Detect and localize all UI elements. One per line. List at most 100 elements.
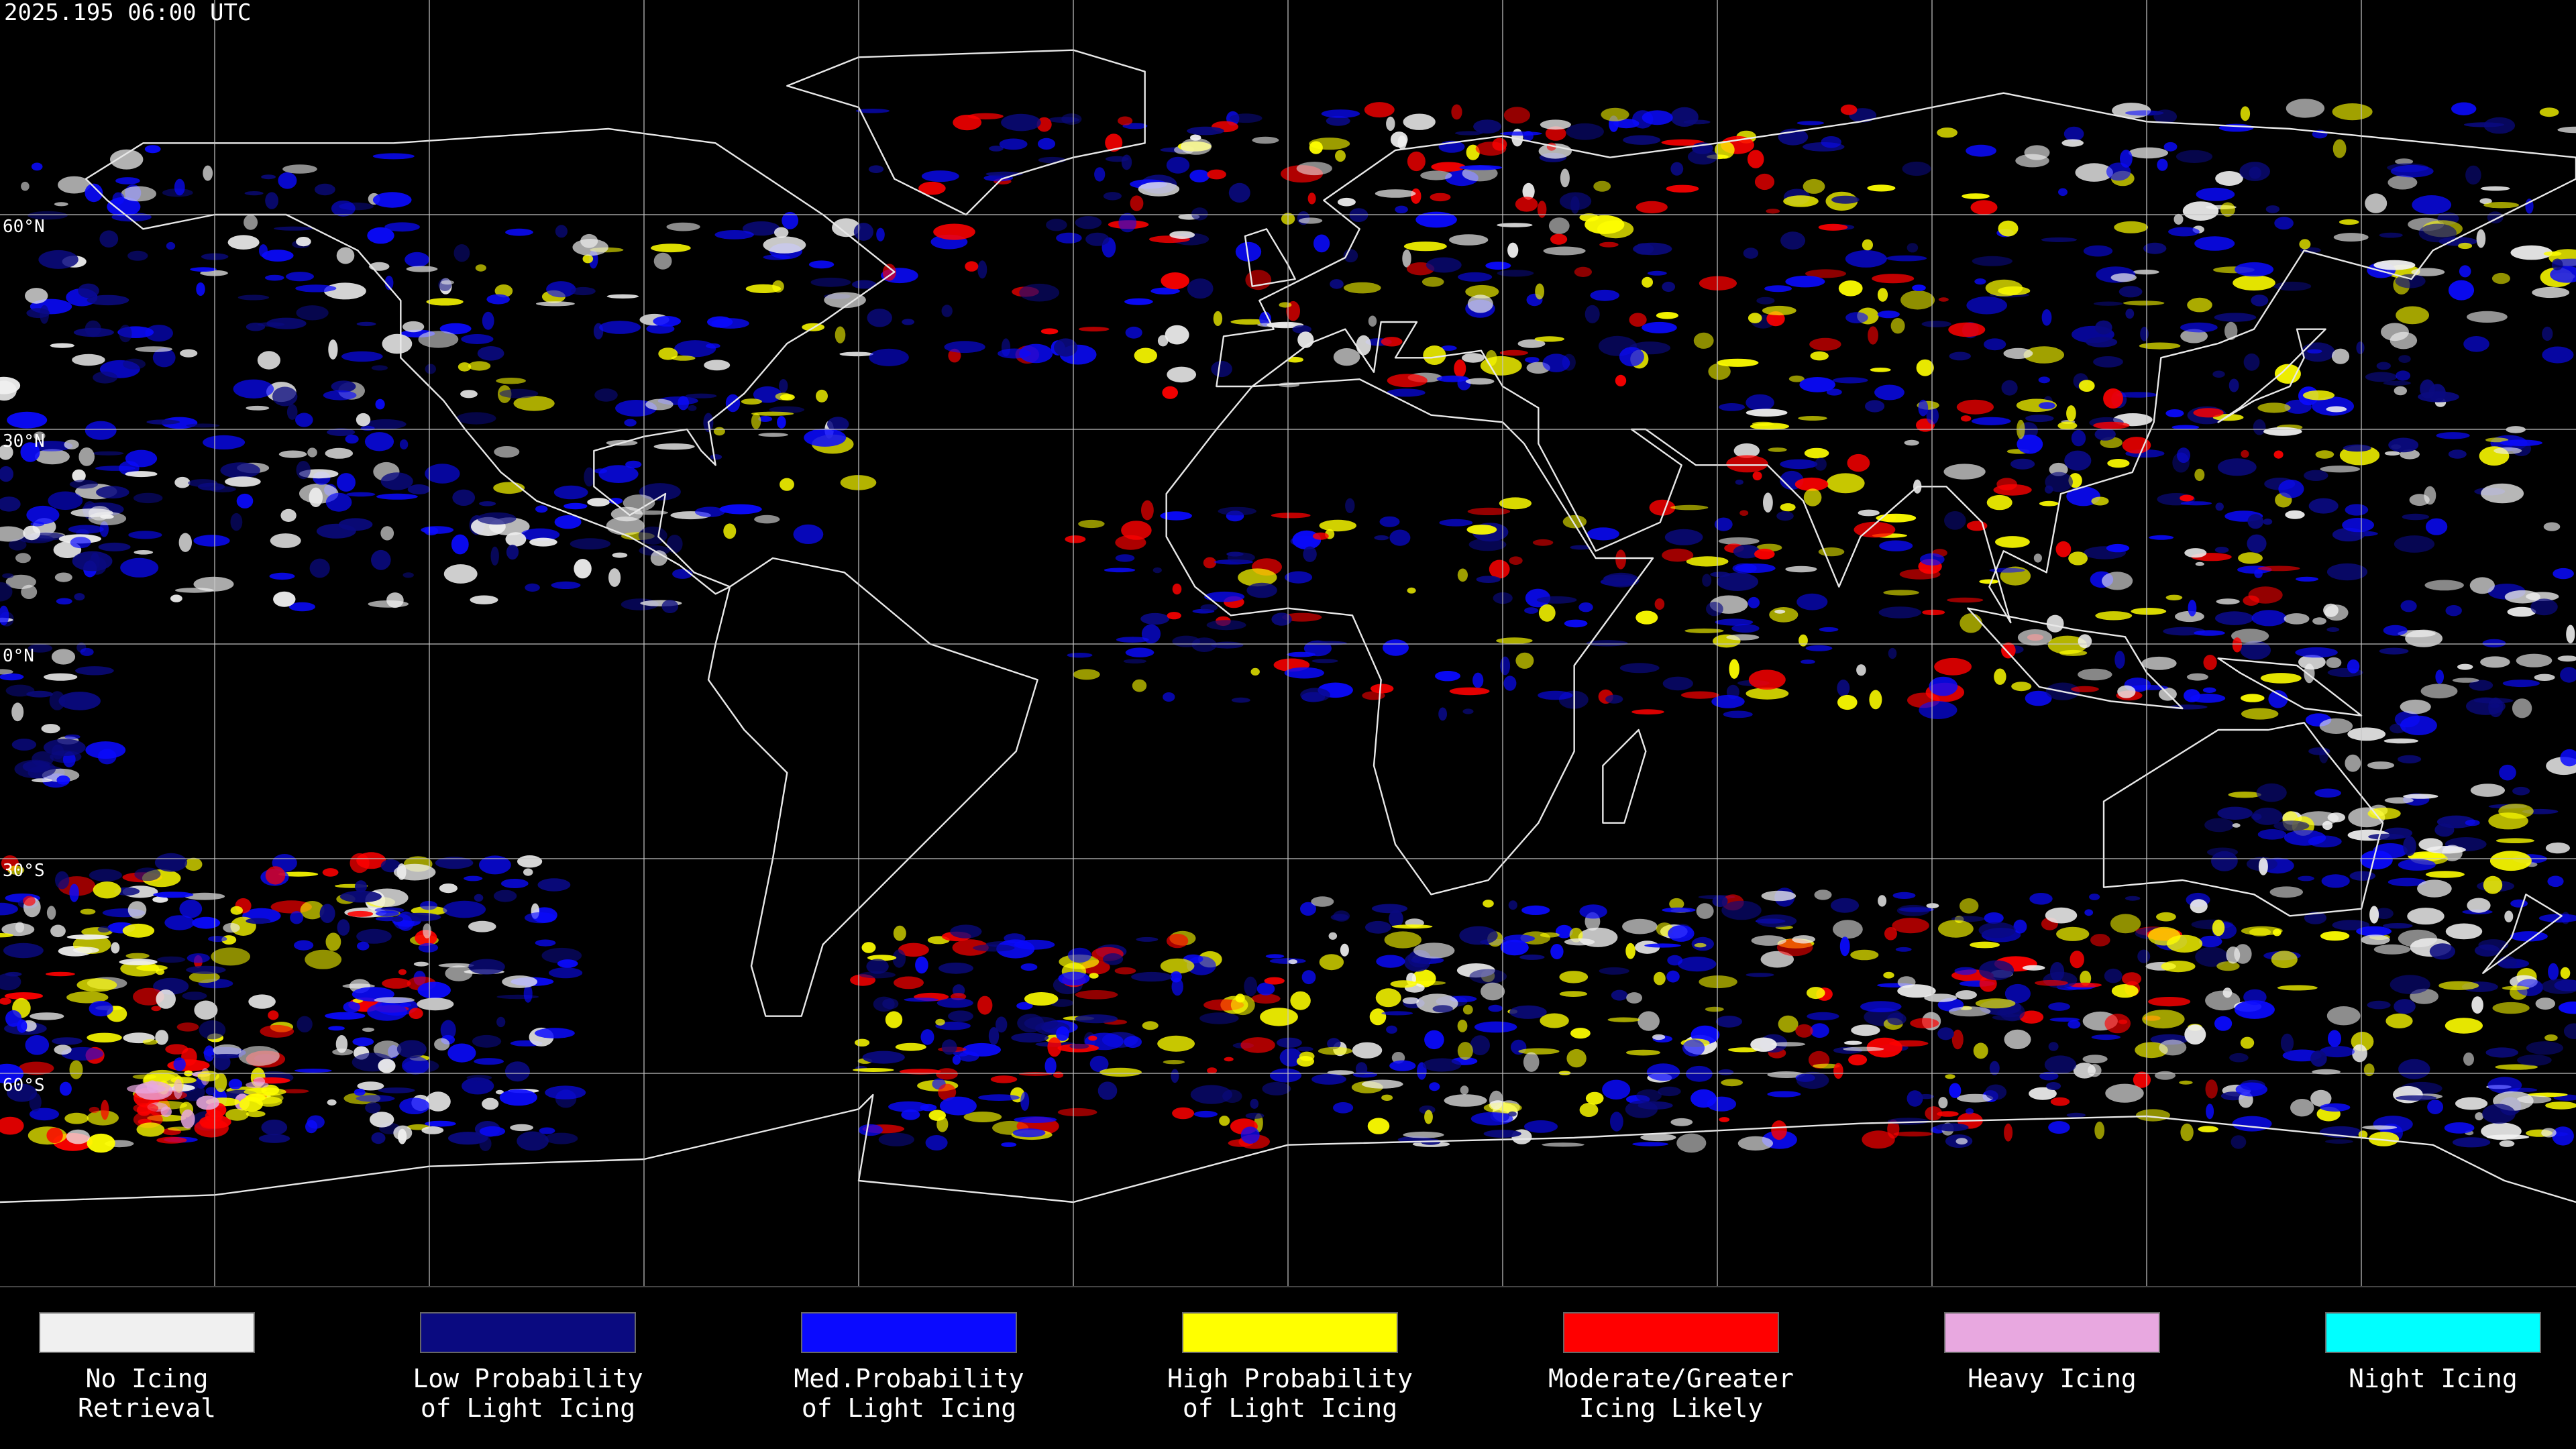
icing-patch	[671, 356, 696, 361]
icing-patch	[2235, 262, 2274, 277]
icing-patch	[1768, 447, 1787, 452]
icing-patch	[2516, 653, 2553, 667]
icing-patch	[1970, 200, 1998, 215]
icing-patch	[1615, 374, 1627, 387]
icing-patch	[2390, 331, 2418, 350]
icing-patch	[378, 1087, 415, 1093]
icing-patch	[661, 600, 679, 613]
icing-patch	[1467, 294, 1493, 313]
icing-patch	[466, 1075, 492, 1081]
icing-patch	[435, 857, 474, 869]
icing-patch	[203, 165, 213, 181]
icing-patch	[1799, 634, 1808, 647]
icing-patch	[938, 962, 973, 974]
icing-patch	[1579, 1103, 1599, 1117]
icing-patch	[1699, 975, 1737, 989]
icing-patch	[127, 1083, 166, 1094]
icing-patch	[2251, 294, 2269, 307]
icing-patch	[1889, 1040, 1929, 1047]
icing-patch	[1879, 540, 1913, 551]
icing-patch	[1682, 1039, 1705, 1057]
icing-patch	[587, 498, 610, 506]
icing-patch	[164, 915, 195, 930]
icing-patch	[1564, 938, 1595, 946]
icing-patch	[953, 115, 982, 131]
icing-patch	[2489, 851, 2532, 871]
icing-patch	[855, 1038, 870, 1047]
icing-patch	[1389, 910, 1403, 928]
icing-patch	[1847, 453, 1870, 472]
icing-patch	[418, 331, 459, 348]
icing-patch	[1438, 707, 1448, 721]
icing-patch	[2486, 1134, 2530, 1140]
icing-patch	[337, 919, 350, 936]
icing-patch	[1766, 209, 1780, 214]
icing-patch	[434, 1038, 450, 1051]
icing-patch	[1654, 971, 1666, 985]
icing-patch	[1265, 954, 1285, 959]
icing-patch	[1465, 284, 1499, 299]
icing-patch	[5, 1010, 22, 1027]
icing-patch	[1625, 1100, 1658, 1118]
icing-patch	[189, 971, 220, 983]
icing-patch	[1250, 667, 1260, 676]
icing-patch	[64, 1112, 89, 1124]
icing-patch	[2429, 943, 2455, 960]
icing-patch	[2492, 1002, 2530, 1014]
icing-patch	[0, 902, 18, 916]
icing-patch	[2195, 947, 2229, 967]
icing-patch	[1670, 1118, 1693, 1126]
icing-patch	[2387, 877, 2426, 887]
icing-patch	[25, 1035, 50, 1055]
icing-patch	[882, 264, 896, 281]
icing-patch	[2345, 504, 2369, 516]
icing-patch	[774, 227, 789, 238]
icing-patch	[1912, 284, 1926, 291]
icing-patch	[2023, 346, 2064, 364]
icing-patch	[246, 322, 266, 331]
icing-patch	[2214, 1016, 2233, 1031]
icing-patch	[2165, 594, 2183, 600]
icing-patch	[1246, 582, 1277, 598]
africa	[1167, 379, 1653, 894]
icing-patch	[50, 343, 75, 348]
icing-patch	[2277, 985, 2318, 991]
icing-patch	[1141, 500, 1154, 521]
icing-patch	[2394, 710, 2420, 728]
icing-patch	[1521, 905, 1550, 915]
icing-patch	[17, 1019, 28, 1033]
icing-patch	[504, 1061, 530, 1082]
icing-patch	[537, 878, 571, 892]
icing-patch	[582, 254, 594, 264]
icing-patch	[2184, 689, 2200, 702]
icing-patch	[2470, 784, 2505, 797]
icing-patch	[2049, 1017, 2080, 1022]
icing-patch	[2153, 109, 2178, 124]
icing-patch	[2383, 738, 2418, 744]
icing-patch	[1780, 503, 1796, 512]
icing-patch	[1654, 598, 1665, 610]
japan	[2218, 329, 2326, 423]
icing-patch	[1056, 232, 1082, 244]
icing-patch	[1499, 497, 1532, 510]
icing-patch	[2056, 926, 2090, 941]
icing-patch	[26, 505, 60, 525]
icing-patch	[2003, 347, 2033, 360]
icing-patch	[2339, 219, 2359, 225]
icing-patch	[225, 476, 261, 487]
icing-patch	[1296, 162, 1332, 176]
icing-patch	[2498, 956, 2517, 969]
icing-patch	[2390, 975, 2430, 994]
icing-patch	[51, 649, 76, 665]
icing-patch	[1699, 276, 1737, 290]
icing-patch	[2390, 164, 2434, 178]
icing-patch	[1303, 546, 1317, 562]
icing-patch	[2367, 1000, 2391, 1010]
icing-patch	[1613, 119, 1640, 129]
icing-patch	[425, 464, 460, 484]
icing-patch	[1067, 653, 1093, 658]
icing-patch	[2149, 535, 2174, 540]
icing-patch	[888, 1101, 929, 1112]
icing-patch	[1733, 545, 1760, 559]
icing-patch	[0, 1116, 24, 1135]
